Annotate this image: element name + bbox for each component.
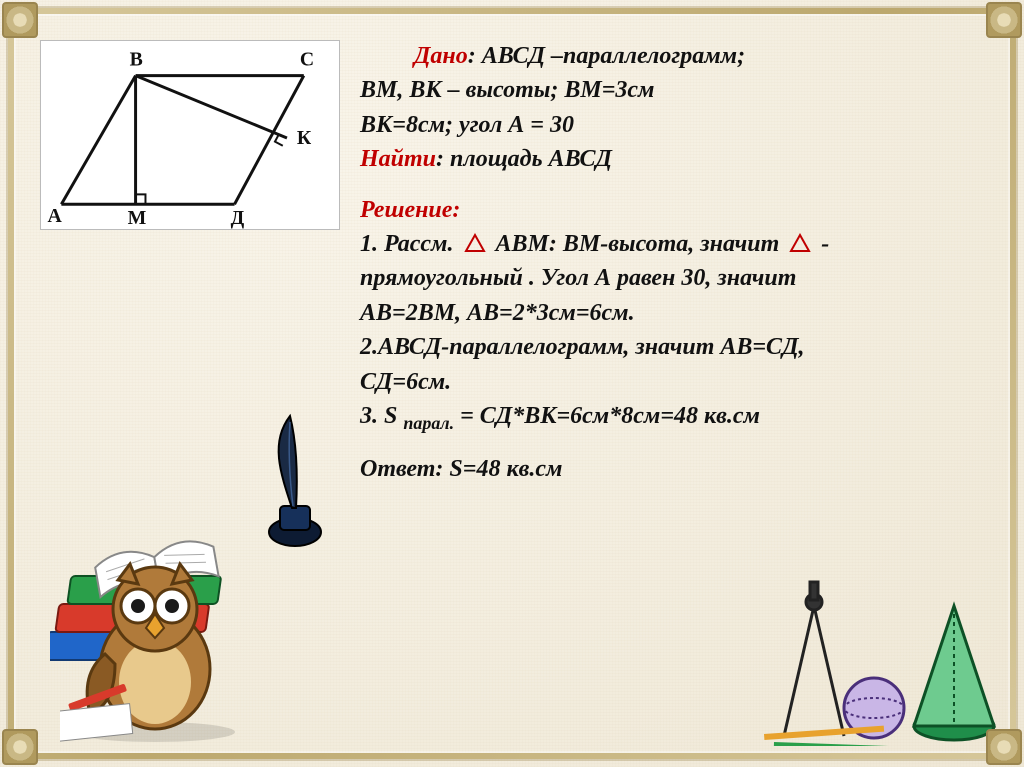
solution-label: Решение: (360, 194, 964, 226)
svg-text:М: М (128, 207, 147, 229)
svg-text:Д: Д (231, 207, 245, 229)
find-label: Найти (360, 146, 436, 172)
frame-corner-icon (986, 729, 1022, 765)
sol-2: прямоугольный . Угол А равен 30, значит (360, 262, 964, 294)
sol-1c: - (821, 231, 829, 257)
svg-text:К: К (297, 127, 312, 149)
sol-6b: = СД*ВК=6см*8см=48 кв.см (454, 403, 760, 429)
geometry-tools-illustration (764, 576, 1004, 751)
frame-corner-icon (2, 2, 38, 38)
sol-5: СД=6см. (360, 366, 964, 398)
frame-corner-icon (2, 729, 38, 765)
problem-text: Дано: АВСД –параллелограмм; ВМ, ВК – выс… (360, 40, 964, 487)
triangle-icon (789, 233, 811, 253)
svg-text:С: С (300, 49, 314, 71)
parallelogram-diagram: А В С Д М К (40, 40, 340, 230)
quill-ink-illustration (240, 412, 350, 557)
triangle-icon (464, 233, 486, 253)
svg-text:А: А (48, 205, 63, 227)
sol-6a: 3. S (360, 403, 403, 429)
sol-1b: АВМ: ВМ-высота, значит (496, 231, 780, 257)
svg-text:В: В (130, 49, 143, 71)
find-body: : площадь АВСД (436, 146, 612, 172)
line-3: ВК=8см; угол А = 30 (360, 109, 964, 141)
sol-6-sub: парал. (403, 413, 454, 433)
sol-1a: 1. Рассм. (360, 231, 454, 257)
answer-line: Ответ: S=48 кв.см (360, 453, 964, 485)
given-body: : АВСД –параллелограмм; (468, 43, 745, 69)
line-2: ВМ, ВК – высоты; ВМ=3см (360, 74, 964, 106)
sol-4: 2.АВСД-параллелограмм, значит АВ=СД, (360, 331, 964, 363)
sol-3: АВ=2ВМ, АВ=2*3см=6см. (360, 297, 964, 329)
frame-corner-icon (986, 2, 1022, 38)
owl-illustration (60, 554, 250, 749)
given-label: Дано (414, 43, 468, 69)
